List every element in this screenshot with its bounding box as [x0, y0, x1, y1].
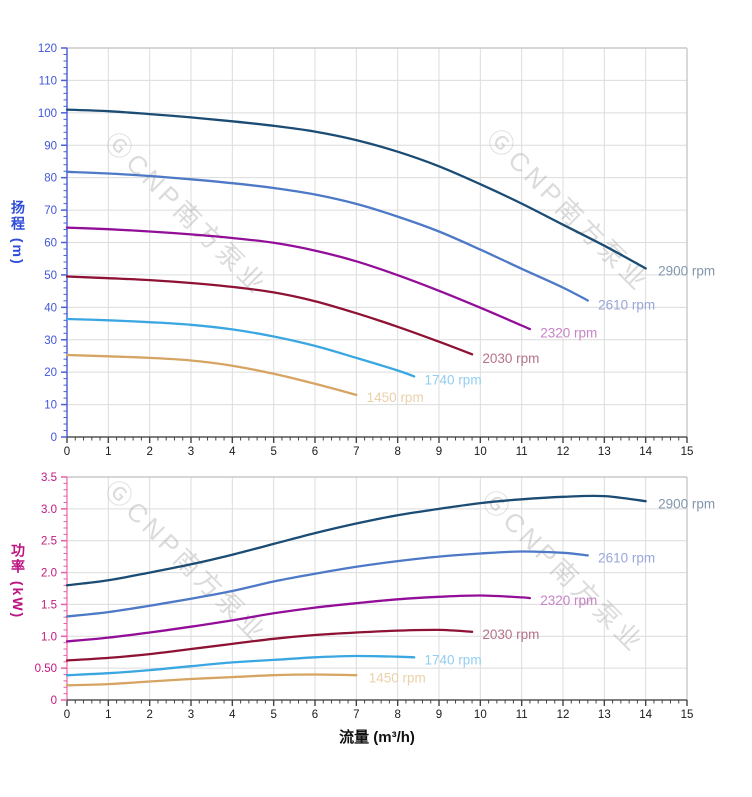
svg-text:7: 7 [353, 446, 359, 458]
svg-text:15: 15 [681, 446, 694, 458]
svg-text:60: 60 [44, 238, 57, 250]
svg-text:0: 0 [51, 695, 57, 707]
svg-text:2: 2 [146, 709, 152, 721]
svg-text:11: 11 [516, 446, 528, 458]
head-tick-labels: 0 1 2 3 4 5 6 7 8 9 10 11 12 13 14 15010203040506070809… [38, 43, 694, 458]
svg-text:4: 4 [229, 446, 236, 458]
svg-text:13: 13 [598, 709, 611, 721]
curve-power-1450rpm [65, 673, 358, 687]
curve-head-2030rpm [65, 275, 474, 356]
svg-text:1.0: 1.0 [41, 631, 57, 643]
svg-text:13: 13 [598, 446, 611, 458]
curve-label-power-2900rpm: 2900 rpm [658, 496, 715, 511]
curve-label-power-2030rpm: 2030 rpm [482, 627, 539, 642]
svg-text:1: 1 [105, 446, 111, 458]
curve-label-head-2900rpm: 2900 rpm [658, 264, 715, 279]
curve-power-2900rpm [65, 494, 647, 587]
svg-text:12: 12 [557, 446, 570, 458]
curve-head-1740rpm [65, 317, 416, 378]
svg-text:11: 11 [516, 709, 528, 721]
svg-text:10: 10 [474, 709, 487, 721]
svg-text:6: 6 [312, 709, 318, 721]
curve-label-power-2320rpm: 2320 rpm [540, 593, 597, 608]
svg-text:0: 0 [51, 432, 57, 444]
svg-text:4: 4 [229, 709, 236, 721]
svg-text:3.0: 3.0 [41, 504, 57, 516]
curve-label-head-2320rpm: 2320 rpm [540, 325, 597, 340]
curve-power-2320rpm [65, 594, 532, 643]
flow-axis-title: 流量 (m³/h) [339, 729, 415, 746]
svg-text:9: 9 [436, 446, 442, 458]
svg-text:3: 3 [188, 709, 194, 721]
svg-text:5: 5 [270, 446, 276, 458]
curve-head-2610rpm [65, 170, 589, 302]
svg-text:1.5: 1.5 [41, 599, 57, 611]
svg-text:7: 7 [353, 709, 359, 721]
curve-label-power-1450rpm: 1450 rpm [369, 670, 426, 685]
cnp-watermark: ⒼCNP南方泵业 [99, 474, 274, 649]
curve-label-head-1450rpm: 1450 rpm [367, 390, 424, 405]
svg-text:3: 3 [188, 446, 194, 458]
head-ticks [61, 47, 688, 443]
svg-text:80: 80 [44, 173, 57, 185]
svg-text:0: 0 [64, 446, 70, 458]
power-tick-labels: 0 1 2 3 4 5 6 7 8 9 10 11 12 13 14 1500.501.01.52.02.53… [35, 472, 694, 721]
curve-label-power-1740rpm: 1740 rpm [425, 652, 482, 667]
cnp-watermark: ⒼCNP南方泵业 [481, 123, 656, 298]
curve-label-power-2610rpm: 2610 rpm [598, 551, 655, 566]
svg-text:50: 50 [44, 270, 57, 282]
curve-power-1740rpm [65, 654, 416, 677]
curve-label-head-1740rpm: 1740 rpm [425, 372, 482, 387]
curve-label-head-2610rpm: 2610 rpm [598, 298, 655, 313]
svg-text:14: 14 [639, 446, 652, 458]
svg-text:3.5: 3.5 [41, 472, 57, 484]
svg-text:1: 1 [105, 709, 111, 721]
curve-power-2030rpm [65, 628, 474, 662]
svg-text:40: 40 [44, 302, 57, 314]
svg-text:2.5: 2.5 [41, 536, 57, 548]
power-ticks [61, 476, 688, 706]
svg-text:2.0: 2.0 [41, 568, 57, 580]
curve-head-2320rpm [65, 226, 532, 331]
svg-text:9: 9 [436, 709, 442, 721]
svg-text:14: 14 [639, 709, 652, 721]
svg-text:10: 10 [44, 400, 57, 412]
svg-text:0: 0 [64, 709, 70, 721]
svg-text:15: 15 [681, 709, 694, 721]
svg-text:8: 8 [394, 446, 400, 458]
curve-power-2610rpm [65, 550, 589, 618]
head-axis-title: 扬程 (m) [10, 200, 26, 266]
svg-text:0.50: 0.50 [35, 663, 57, 675]
head-grid [67, 47, 688, 437]
svg-text:8: 8 [394, 709, 400, 721]
svg-text:110: 110 [39, 75, 57, 87]
power-grid [67, 476, 688, 700]
svg-text:5: 5 [270, 709, 276, 721]
curve-head-1450rpm [65, 353, 358, 397]
svg-text:30: 30 [44, 335, 57, 347]
svg-text:12: 12 [557, 709, 570, 721]
svg-text:120: 120 [38, 43, 57, 55]
curve-label-head-2030rpm: 2030 rpm [482, 351, 539, 366]
svg-text:10: 10 [474, 446, 487, 458]
curve-head-2900rpm [65, 108, 647, 270]
power-axis-title: 功率 (kW) [10, 543, 26, 620]
svg-text:90: 90 [44, 140, 57, 152]
svg-text:6: 6 [312, 446, 318, 458]
svg-text:2: 2 [146, 446, 152, 458]
svg-text:70: 70 [44, 205, 57, 217]
svg-text:100: 100 [38, 108, 57, 120]
svg-text:20: 20 [44, 367, 57, 379]
